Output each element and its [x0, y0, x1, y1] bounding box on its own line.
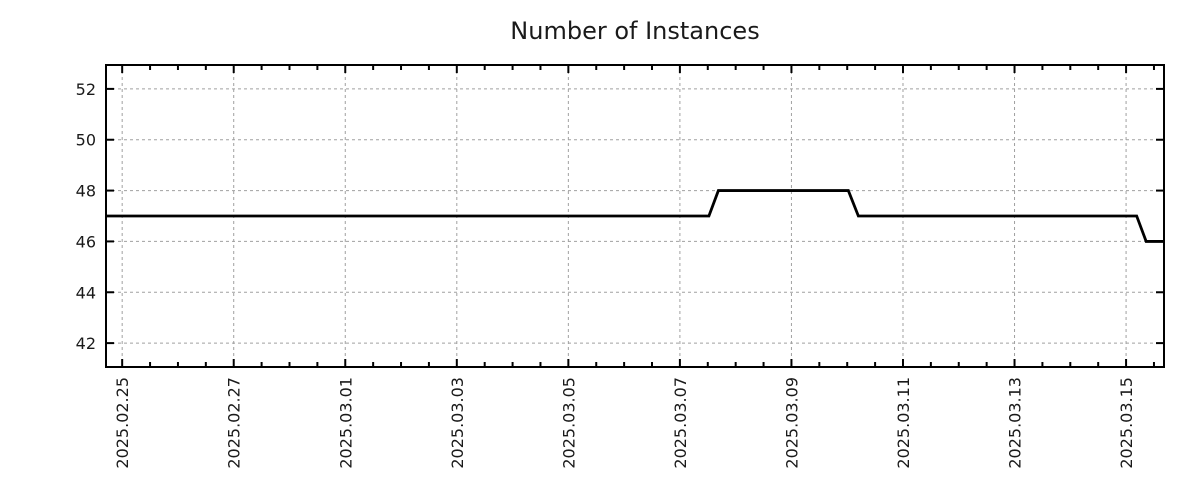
y-tick-label: 48 [76, 182, 96, 201]
data-line-instances [106, 189, 1164, 243]
x-tick-label: 2025.03.13 [1006, 377, 1025, 469]
x-tick-label: 2025.02.27 [225, 377, 244, 469]
y-tick-label: 50 [76, 131, 96, 150]
y-tick-label: 46 [76, 232, 96, 251]
x-tick-label: 2025.03.07 [671, 377, 690, 469]
y-tick-label: 42 [76, 334, 96, 353]
x-tick-label: 2025.03.09 [782, 377, 801, 469]
x-tick-label: 2025.03.05 [559, 377, 578, 469]
y-tick-label: 52 [76, 80, 96, 99]
x-tick-label: 2025.03.01 [336, 377, 355, 469]
x-tick-label: 2025.03.11 [894, 377, 913, 469]
x-tick-label: 2025.02.25 [113, 377, 132, 469]
chart-title: Number of Instances [510, 17, 760, 45]
x-tick-label: 2025.03.03 [448, 377, 467, 469]
x-tick-label: 2025.03.15 [1117, 377, 1136, 469]
y-tick-label: 44 [76, 283, 96, 302]
